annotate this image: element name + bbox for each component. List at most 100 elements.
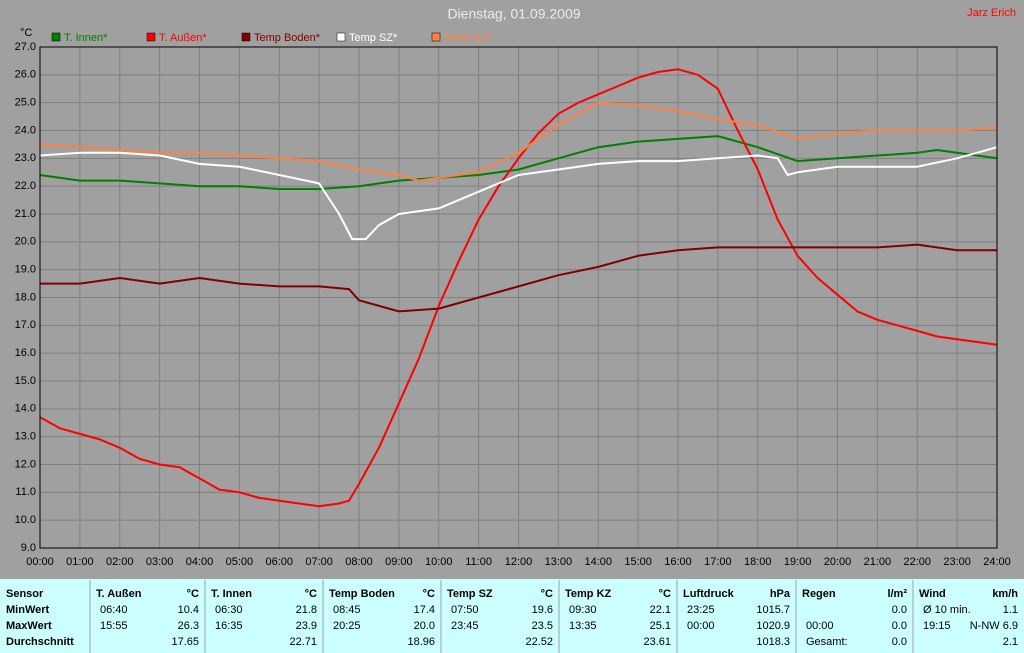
cell-time: 07:50 bbox=[451, 604, 479, 616]
x-tick-label: 09:00 bbox=[385, 556, 413, 568]
series-line bbox=[39, 68, 998, 508]
series-line bbox=[39, 146, 998, 241]
row-label: Durchschnitt bbox=[6, 636, 74, 648]
chart-title: Dienstag, 01.09.2009 bbox=[447, 6, 580, 22]
legend-label: T. Innen* bbox=[64, 32, 108, 44]
y-tick-label: 23.0 bbox=[15, 152, 36, 164]
legend-swatch bbox=[431, 32, 441, 42]
cell-time: 00:00 bbox=[687, 620, 715, 632]
column-unit: °C bbox=[541, 588, 553, 600]
cell-time: 23:45 bbox=[451, 620, 479, 632]
cell-value: 22.71 bbox=[289, 636, 317, 648]
cell-value: 1.1 bbox=[1003, 604, 1018, 616]
cell-value: 0.0 bbox=[892, 636, 907, 648]
cell-value: N-NW 6.9 bbox=[970, 620, 1018, 632]
cell-value: 17.65 bbox=[171, 636, 199, 648]
column-unit: °C bbox=[305, 588, 317, 600]
cell-value: 0.0 bbox=[892, 604, 907, 616]
x-tick-label: 14:00 bbox=[584, 556, 612, 568]
series-line bbox=[39, 135, 998, 190]
column-unit: °C bbox=[423, 588, 435, 600]
y-tick-label: 21.0 bbox=[15, 208, 36, 220]
cell-value: 22.1 bbox=[650, 604, 671, 616]
cell-time: Gesamt: bbox=[806, 636, 848, 648]
column-header: Temp SZ bbox=[447, 588, 493, 600]
column-unit: hPa bbox=[770, 588, 791, 600]
y-tick-label: 12.0 bbox=[15, 458, 36, 470]
cell-time: 19:15 bbox=[923, 620, 951, 632]
cell-time: 13:35 bbox=[569, 620, 597, 632]
row-label: MaxWert bbox=[6, 620, 52, 632]
cell-value: 21.8 bbox=[296, 604, 317, 616]
column-header: Temp Boden bbox=[329, 588, 395, 600]
cell-value: 22.52 bbox=[525, 636, 553, 648]
cell-value: 1015.7 bbox=[756, 604, 790, 616]
y-tick-label: 9.0 bbox=[21, 542, 36, 554]
x-tick-label: 08:00 bbox=[345, 556, 373, 568]
cell-time: 16:35 bbox=[215, 620, 243, 632]
cell-value: 1020.9 bbox=[756, 620, 790, 632]
series-line bbox=[40, 243, 997, 313]
y-tick-label: 27.0 bbox=[15, 41, 36, 53]
legend-swatch bbox=[336, 32, 346, 42]
x-tick-label: 16:00 bbox=[664, 556, 692, 568]
cell-value: 1018.3 bbox=[756, 636, 790, 648]
table-header: Sensor bbox=[6, 588, 44, 600]
y-tick-label: 22.0 bbox=[15, 180, 36, 192]
cell-value: 20.0 bbox=[414, 620, 435, 632]
legend-swatch bbox=[51, 32, 61, 42]
x-tick-label: 20:00 bbox=[824, 556, 852, 568]
cell-time: 20:25 bbox=[333, 620, 361, 632]
cell-value: 2.1 bbox=[1003, 636, 1018, 648]
y-tick-label: 11.0 bbox=[15, 486, 36, 498]
x-tick-label: 04:00 bbox=[186, 556, 214, 568]
y-tick-label: 24.0 bbox=[15, 124, 36, 136]
column-unit: km/h bbox=[992, 588, 1018, 600]
cell-time: 00:00 bbox=[806, 620, 834, 632]
legend-swatch bbox=[241, 32, 251, 42]
column-header: Wind bbox=[919, 588, 946, 600]
cell-time: 08:45 bbox=[333, 604, 361, 616]
column-header: Luftdruck bbox=[683, 588, 735, 600]
x-tick-label: 18:00 bbox=[744, 556, 772, 568]
x-tick-label: 23:00 bbox=[943, 556, 971, 568]
x-tick-label: 13:00 bbox=[545, 556, 573, 568]
y-axis-label: °C bbox=[20, 27, 32, 39]
cell-value: 23.9 bbox=[296, 620, 317, 632]
x-tick-label: 24:00 bbox=[983, 556, 1011, 568]
y-tick-label: 26.0 bbox=[15, 69, 36, 81]
y-tick-label: 20.0 bbox=[15, 236, 36, 248]
cell-value: 23.61 bbox=[643, 636, 671, 648]
column-unit: °C bbox=[659, 588, 671, 600]
series-line bbox=[39, 101, 998, 182]
y-tick-label: 16.0 bbox=[15, 347, 36, 359]
cell-time: 06:40 bbox=[100, 604, 128, 616]
cell-value: 18.96 bbox=[407, 636, 435, 648]
x-tick-label: 15:00 bbox=[624, 556, 652, 568]
x-tick-label: 17:00 bbox=[704, 556, 732, 568]
column-unit: l/m² bbox=[887, 588, 907, 600]
cell-value: 10.4 bbox=[178, 604, 199, 616]
legend-swatch bbox=[146, 32, 156, 42]
cell-value: 19.6 bbox=[532, 604, 553, 616]
x-tick-label: 07:00 bbox=[305, 556, 333, 568]
y-tick-label: 13.0 bbox=[15, 431, 36, 443]
cell-value: 25.1 bbox=[650, 620, 671, 632]
y-tick-label: 15.0 bbox=[15, 375, 36, 387]
cell-time: 06:30 bbox=[215, 604, 243, 616]
table-background bbox=[0, 579, 1024, 653]
cell-time: 23:25 bbox=[687, 604, 715, 616]
y-tick-label: 17.0 bbox=[15, 319, 36, 331]
column-header: T. Außen bbox=[96, 588, 142, 600]
x-tick-label: 12:00 bbox=[505, 556, 533, 568]
column-header: Regen bbox=[802, 588, 836, 600]
x-tick-label: 00:00 bbox=[26, 556, 54, 568]
x-tick-label: 10:00 bbox=[425, 556, 453, 568]
x-tick-label: 22:00 bbox=[903, 556, 931, 568]
y-tick-label: 19.0 bbox=[15, 264, 36, 276]
x-tick-label: 05:00 bbox=[226, 556, 254, 568]
x-tick-label: 21:00 bbox=[864, 556, 892, 568]
column-unit: °C bbox=[187, 588, 199, 600]
x-tick-label: 01:00 bbox=[66, 556, 94, 568]
